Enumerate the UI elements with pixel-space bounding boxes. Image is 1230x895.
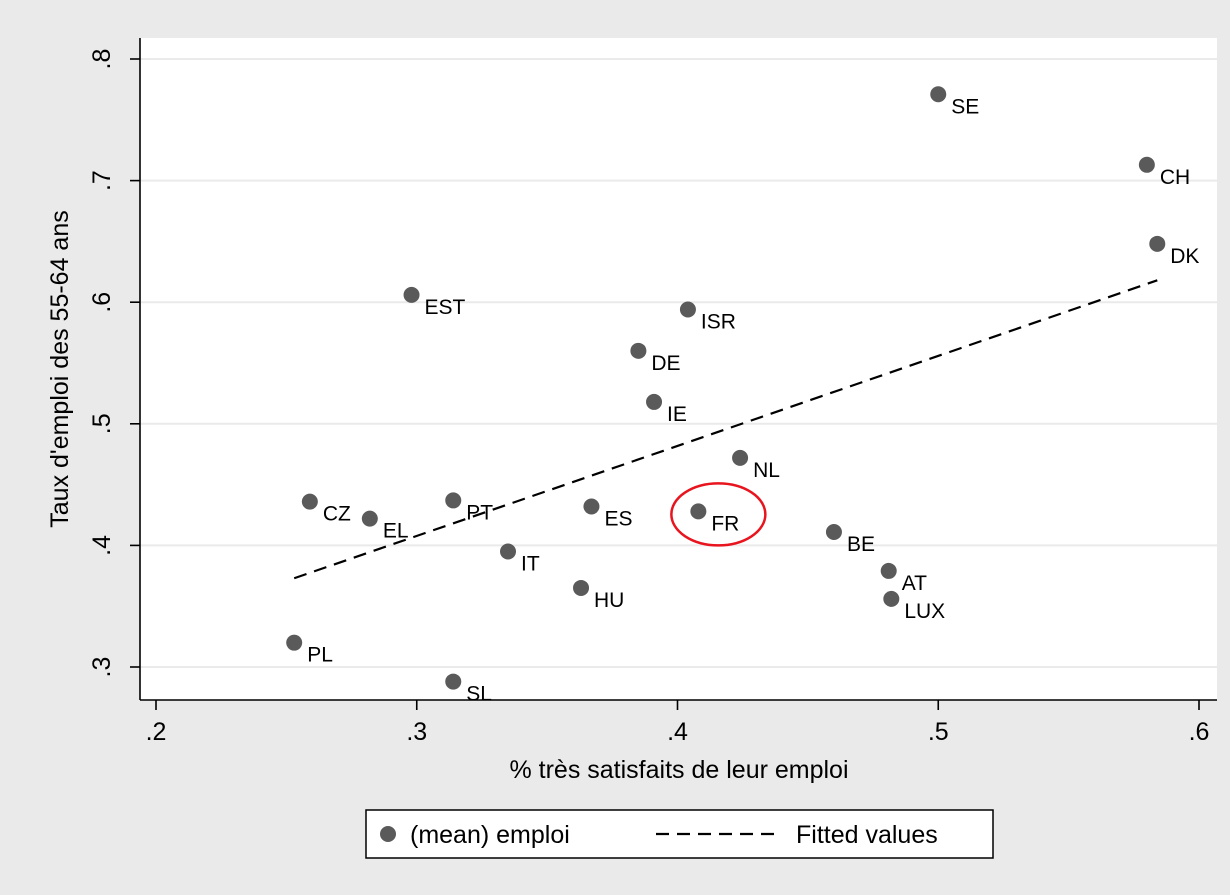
point-ch xyxy=(1138,156,1155,173)
y-tick-label-.7: .7 xyxy=(88,170,116,191)
fitted-values-line xyxy=(293,279,1158,580)
point-label-dk: DK xyxy=(1170,245,1199,268)
point-label-hu: HU xyxy=(594,589,624,612)
point-lux xyxy=(883,590,900,607)
point-label-fr: FR xyxy=(711,512,739,535)
point-nl xyxy=(732,449,749,466)
point-label-nl: NL xyxy=(753,459,780,482)
x-tick-label-.6: .6 xyxy=(1189,718,1210,746)
y-tick-label-.3: .3 xyxy=(88,657,116,678)
point-label-cz: CZ xyxy=(323,503,351,526)
point-est xyxy=(403,286,420,303)
point-label-se: SE xyxy=(951,95,979,118)
point-label-isr: ISR xyxy=(701,310,736,333)
point-isr xyxy=(679,301,696,318)
point-pt xyxy=(445,492,462,509)
point-label-lux: LUX xyxy=(904,600,945,623)
point-label-pt: PT xyxy=(466,501,493,524)
highlight-ellipse-fr xyxy=(670,482,767,547)
point-sl xyxy=(445,673,462,690)
point-pl xyxy=(286,634,303,651)
point-fr xyxy=(690,503,707,520)
x-tick-label-.5: .5 xyxy=(928,718,949,746)
point-at xyxy=(880,562,897,579)
point-label-at: AT xyxy=(902,572,927,595)
y-tick-label-.5: .5 xyxy=(88,413,116,434)
point-label-ie: IE xyxy=(667,403,687,426)
point-label-it: IT xyxy=(521,552,540,575)
x-axis-title: % très satisfaits de leur emploi xyxy=(509,756,848,784)
point-label-de: DE xyxy=(651,352,680,375)
point-se xyxy=(930,86,947,103)
y-axis-title: Taux d'emploi des 55-64 ans xyxy=(46,210,74,527)
x-tick-label-.4: .4 xyxy=(667,718,688,746)
y-tick-label-.8: .8 xyxy=(88,49,116,70)
point-be xyxy=(825,524,842,541)
y-tick-label-.6: .6 xyxy=(88,292,116,313)
point-label-el: EL xyxy=(383,520,409,543)
point-label-est: EST xyxy=(425,296,466,319)
point-es xyxy=(583,498,600,515)
point-label-es: ES xyxy=(604,507,632,530)
legend-label-emploi: (mean) emploi xyxy=(410,821,570,849)
point-hu xyxy=(573,579,590,596)
point-label-ch: CH xyxy=(1160,166,1190,189)
x-tick-label-.2: .2 xyxy=(146,718,167,746)
point-cz xyxy=(301,493,318,510)
plot-background xyxy=(140,38,1217,700)
point-label-be: BE xyxy=(847,533,875,556)
y-tick-label-.4: .4 xyxy=(88,535,116,556)
point-el xyxy=(361,510,378,527)
point-it xyxy=(500,543,517,560)
point-label-pl: PL xyxy=(307,644,333,667)
x-tick-label-.3: .3 xyxy=(406,718,427,746)
point-de xyxy=(630,342,647,359)
point-ie xyxy=(646,393,663,410)
legend-marker-emploi xyxy=(380,826,396,842)
point-dk xyxy=(1149,235,1166,252)
legend-label-fitted: Fitted values xyxy=(796,821,938,849)
point-label-sl: SL xyxy=(466,683,492,706)
